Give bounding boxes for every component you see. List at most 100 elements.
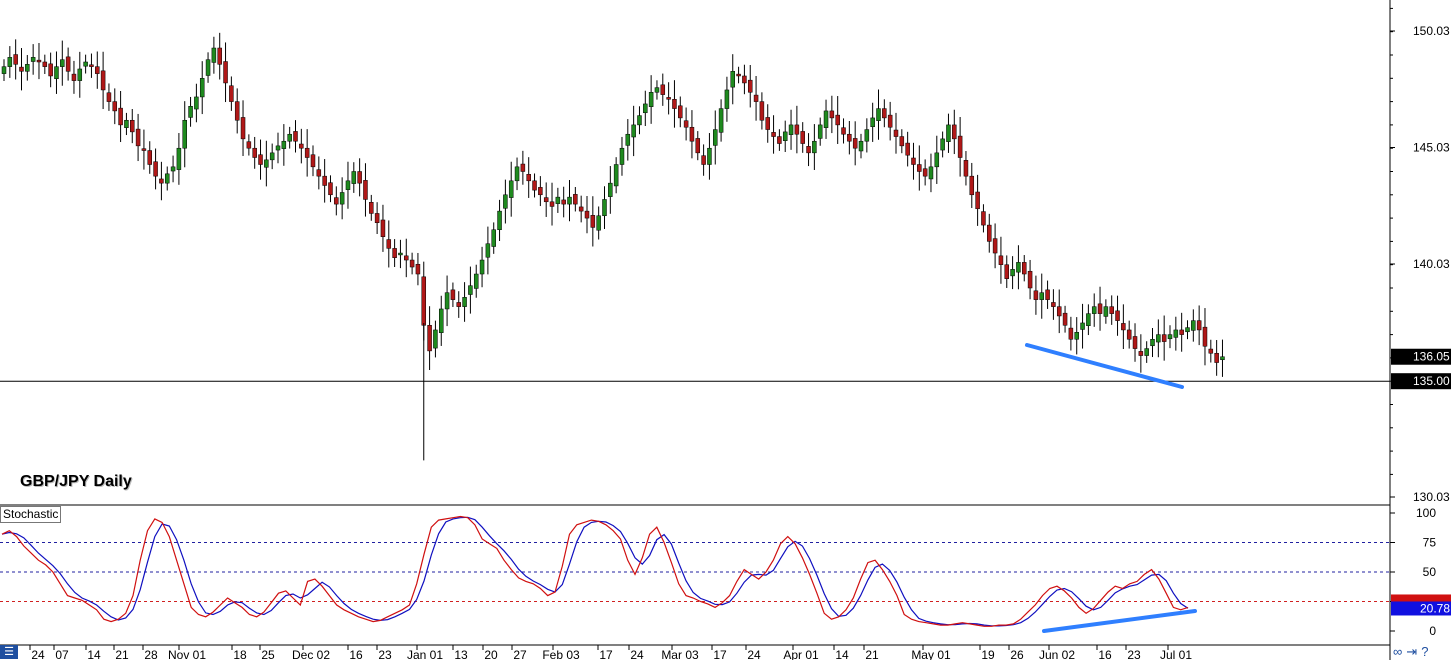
candle-body: [689, 126, 695, 142]
candle-body: [567, 196, 572, 205]
candle-body: [205, 59, 211, 76]
candle-body: [952, 124, 957, 140]
candle-body: [1191, 320, 1196, 331]
date-label: 16: [349, 648, 363, 660]
candle-body: [503, 194, 508, 209]
stoch-tick-label: 50: [1423, 565, 1437, 579]
candle-body: [42, 61, 48, 67]
candle-body: [549, 201, 555, 207]
candle-body: [520, 163, 526, 172]
candle-body: [946, 124, 951, 142]
candle-body: [170, 166, 176, 172]
candle-body: [596, 215, 601, 231]
candle-body: [1179, 329, 1184, 335]
candle-body: [275, 145, 281, 151]
candlestick-series: [1, 32, 1225, 461]
candle-body: [258, 154, 263, 165]
candle-body: [1150, 339, 1155, 347]
candle-body: [252, 147, 257, 158]
candle-body: [1004, 264, 1010, 279]
date-label: Jun 02: [1039, 648, 1075, 660]
candle-body: [817, 124, 823, 139]
candle-body: [998, 255, 1004, 265]
date-label: 17: [599, 648, 613, 660]
date-label: 24: [747, 648, 761, 660]
price-tick-label: 150.03: [1413, 24, 1450, 38]
help-icon[interactable]: ?: [1421, 644, 1429, 659]
candle-body: [812, 140, 817, 154]
candle-body: [1185, 327, 1190, 333]
candle-body: [654, 87, 660, 93]
candle-body: [882, 108, 887, 119]
link-icon[interactable]: ∞: [1393, 644, 1403, 659]
candle-body: [975, 191, 980, 210]
candle-body: [753, 94, 759, 102]
candle-body: [864, 129, 870, 142]
candle-body: [987, 224, 992, 242]
candle-body: [36, 59, 42, 63]
candle-body: [229, 85, 234, 102]
price-tick-label: 145.03: [1413, 141, 1450, 155]
candle-body: [25, 64, 30, 72]
stoch-tick-label: 75: [1423, 536, 1437, 550]
candle-body: [555, 196, 561, 204]
date-label: 26: [1010, 648, 1024, 660]
candle-body: [60, 59, 65, 67]
candle-body: [427, 325, 432, 352]
candle-body: [485, 243, 491, 258]
date-label: 28: [144, 648, 158, 660]
candle-body: [1214, 352, 1219, 363]
arrow-icon[interactable]: ⇥: [1406, 644, 1418, 659]
candle-body: [357, 171, 362, 184]
candle-body: [106, 92, 112, 102]
date-label: 19: [981, 648, 995, 660]
date-label: Jul 01: [1160, 648, 1192, 660]
candle-body: [450, 289, 456, 300]
candle-body: [316, 169, 322, 177]
candle-body: [765, 117, 770, 130]
candle-body: [742, 75, 747, 84]
candle-body: [1208, 348, 1214, 354]
candle-body: [747, 79, 753, 93]
candle-body: [1010, 269, 1015, 277]
candle-body: [1109, 306, 1114, 314]
candle-body: [328, 182, 333, 196]
candle-body: [30, 57, 36, 62]
candle-body: [287, 133, 292, 142]
candle-body: [468, 285, 473, 295]
candle-body: [444, 292, 450, 310]
price-tick-label: 130.03: [1413, 490, 1450, 504]
candle-body: [164, 173, 170, 184]
candle-body: [147, 150, 152, 165]
date-label: 14: [87, 648, 101, 660]
candle-body: [380, 219, 386, 237]
candle-body: [1062, 312, 1068, 326]
candle-body: [835, 114, 840, 126]
candle-body: [852, 138, 858, 149]
candle-body: [345, 180, 351, 190]
candle-body: [1196, 320, 1202, 331]
candle-body: [590, 215, 596, 228]
date-label: 24: [31, 648, 45, 660]
candle-body: [631, 124, 636, 138]
candle-body: [672, 99, 677, 109]
candle-body: [829, 110, 835, 119]
candle-body: [870, 117, 875, 128]
candle-body: [1080, 322, 1085, 330]
candle-body: [65, 56, 71, 72]
menu-icon[interactable]: ☰: [0, 645, 18, 659]
price-trendline: [1025, 343, 1184, 389]
candle-body: [433, 329, 438, 349]
hline-price-label: 135.00: [1413, 374, 1450, 388]
candle-body: [141, 148, 147, 151]
candle-body: [1074, 332, 1079, 340]
date-label: 20: [484, 648, 498, 660]
date-label: 18: [233, 648, 247, 660]
candle-body: [223, 61, 228, 84]
candle-body: [683, 120, 689, 128]
candle-body: [637, 115, 642, 126]
candle-body: [701, 155, 706, 165]
candle-body: [246, 141, 252, 149]
candle-body: [392, 248, 397, 258]
candle-body: [1051, 302, 1056, 307]
